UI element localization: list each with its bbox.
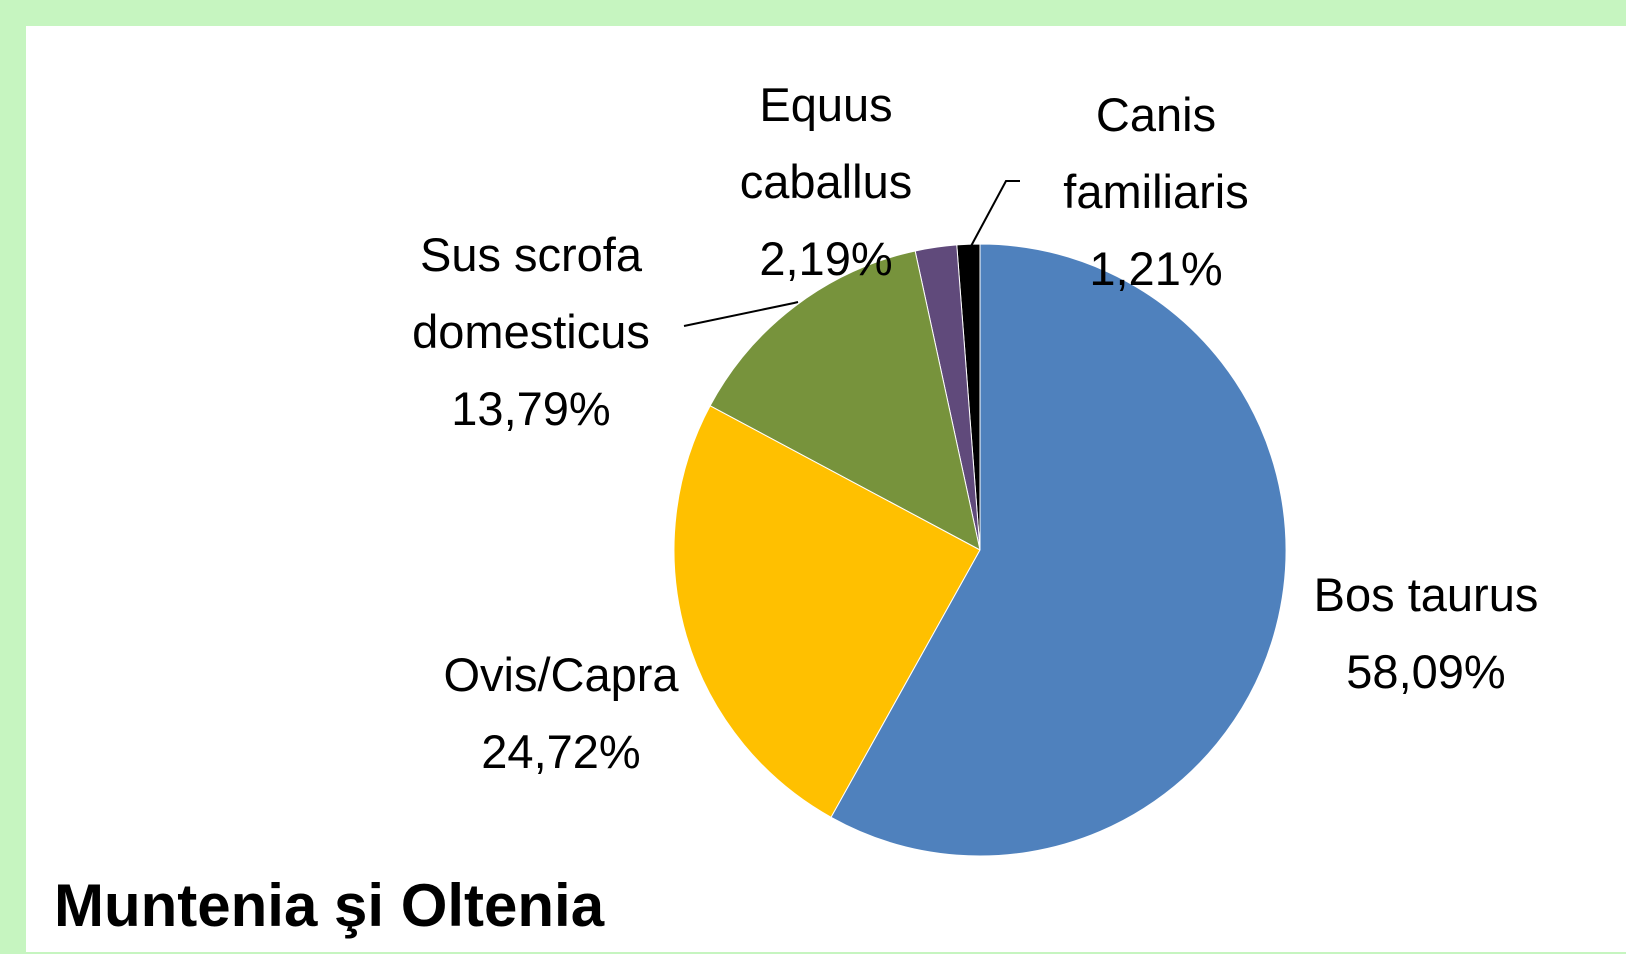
pie-slice [709,250,981,551]
data-label: Canis familiaris 1,21% [1011,76,1301,307]
value-label: 2,19% [759,232,893,285]
category-label: Bos taurus [1313,568,1539,621]
data-label: Sus scrofa domesticus 13,79% [381,216,681,447]
leader-line [683,301,799,327]
category-label: Ovis/Capra [443,648,679,701]
pie-slice [830,243,1287,857]
data-label: Equus caballus 2,19% [711,66,941,297]
value-label: 1,21% [1089,242,1223,295]
chart [673,180,1287,857]
data-label: Bos taurus 58,09% [1216,556,1626,710]
value-label: 13,79% [451,382,611,435]
chart-title: Muntenia şi Oltenia [54,872,605,939]
value-label: 24,72% [481,725,641,778]
chart-panel: Muntenia şi Oltenia Bos taurus 58,09% Ovis… [26,26,1626,952]
category-label: Equus caballus [739,78,913,208]
category-label: Sus scrofa domesticus [412,228,650,358]
leader-line [969,180,1020,249]
pie-slice [673,405,981,818]
data-label: Ovis/Capra 24,72% [351,636,771,790]
value-label: 58,09% [1346,645,1506,698]
category-label: Canis familiaris [1063,88,1249,218]
